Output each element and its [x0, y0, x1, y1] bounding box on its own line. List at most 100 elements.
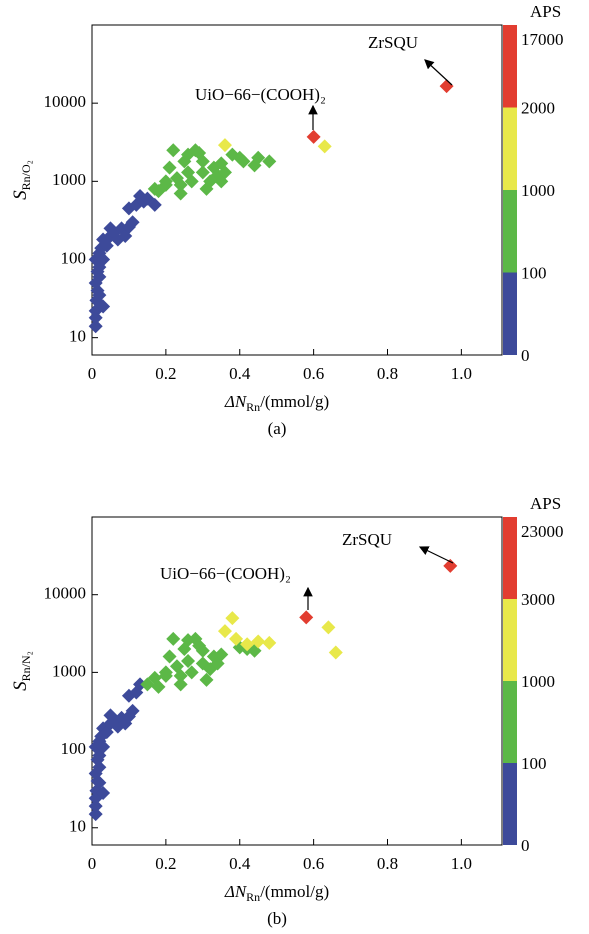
- data-point: [195, 154, 210, 169]
- data-point: [162, 160, 177, 175]
- data-point: [125, 703, 140, 718]
- plot-frame: [91, 24, 503, 356]
- data-point: [151, 679, 166, 694]
- colorbar-segment: [503, 599, 517, 681]
- data-point: [166, 143, 181, 158]
- data-point: [96, 299, 111, 314]
- data-point: [125, 215, 140, 230]
- x-tick-label: 0.6: [303, 854, 324, 873]
- data-point: [181, 654, 196, 669]
- data-point: [96, 252, 111, 267]
- data-point: [92, 288, 107, 303]
- colorbar-label: 0: [521, 836, 530, 855]
- colorbar-label: 2000: [521, 98, 555, 117]
- data-point: [88, 319, 103, 334]
- x-tick-label: 0: [88, 364, 97, 383]
- data-point: [262, 635, 277, 650]
- x-tick-label: 0.2: [155, 364, 176, 383]
- colorbar-segment: [503, 681, 517, 763]
- data-point: [262, 154, 277, 169]
- data-point: [214, 647, 229, 662]
- colorbar-segment: [503, 517, 517, 599]
- data-point: [225, 611, 240, 626]
- data-point: [306, 129, 321, 144]
- x-tick-label: 1.0: [451, 854, 472, 873]
- y-tick-label: 1000: [52, 661, 86, 680]
- annotation-arrow: [418, 546, 454, 564]
- data-point: [147, 197, 162, 212]
- y-tick-label: 100: [61, 248, 87, 267]
- colorbar-label: 1000: [521, 181, 555, 200]
- data-point: [240, 637, 255, 652]
- x-axis-label: ΔNRn/(mmol/g): [224, 392, 329, 414]
- caption: (b): [267, 909, 287, 928]
- data-point: [439, 79, 454, 94]
- x-label-main: ΔN: [224, 882, 248, 901]
- annotation: ZrSQU: [368, 33, 418, 52]
- data-point: [321, 620, 336, 635]
- y-label-main: S: [10, 190, 31, 200]
- colorbar-segment: [503, 763, 517, 845]
- colorbar-segment: [503, 107, 517, 190]
- data-point: [96, 739, 111, 754]
- x-tick-label: 0.6: [303, 364, 324, 383]
- data-point: [88, 799, 103, 814]
- x-tick-label: 0.2: [155, 854, 176, 873]
- data-point: [251, 150, 266, 165]
- y-tick-label: 10: [69, 817, 86, 836]
- data-point: [173, 177, 188, 192]
- x-axis-label: ΔNRn/(mmol/g): [224, 882, 329, 904]
- colorbar-label: 23000: [521, 522, 564, 541]
- data-point: [133, 677, 148, 692]
- x-tick-label: 0.8: [377, 364, 398, 383]
- colorbar-segment: [503, 190, 517, 273]
- colorbar-title: APS: [530, 494, 561, 513]
- data-point: [88, 807, 103, 822]
- x-tick-label: 0.8: [377, 854, 398, 873]
- data-point: [92, 775, 107, 790]
- y-axis-label: SRn/O₂: [10, 160, 32, 200]
- colorbar-title: APS: [530, 2, 561, 21]
- y-tick-label: 1000: [52, 170, 86, 189]
- data-point: [166, 631, 181, 646]
- colorbar-label: 0: [521, 346, 530, 365]
- colorbar-segment: [503, 25, 517, 108]
- data-point: [217, 138, 232, 153]
- data-point: [251, 634, 266, 649]
- data-point: [328, 645, 343, 660]
- y-label-sub: Rn/O₂: [19, 160, 33, 190]
- y-tick-label: 10000: [44, 92, 87, 111]
- caption: (a): [268, 419, 287, 438]
- x-label-sub: Rn: [246, 400, 260, 414]
- colorbar-label: 17000: [521, 30, 564, 49]
- colorbar-label: 100: [521, 754, 547, 773]
- data-point: [162, 649, 177, 664]
- data-point: [229, 631, 244, 646]
- x-tick-label: 0.4: [229, 364, 251, 383]
- x-label-main: ΔN: [224, 392, 248, 411]
- data-point: [184, 665, 199, 680]
- data-point: [195, 643, 210, 658]
- colorbar-segment: [503, 272, 517, 355]
- x-label-sub: Rn: [246, 890, 260, 904]
- data-point: [299, 610, 314, 625]
- annotation: ZrSQU: [342, 530, 392, 549]
- data-point: [443, 558, 458, 573]
- data-point: [217, 165, 232, 180]
- x-tick-label: 0: [88, 854, 97, 873]
- x-tick-label: 0.4: [229, 854, 251, 873]
- x-label-rest: /(mmol/g): [260, 882, 329, 901]
- data-point: [158, 174, 173, 189]
- y-axis-label: SRn/N₂: [10, 651, 32, 691]
- data-point: [173, 677, 188, 692]
- data-point: [173, 668, 188, 683]
- data-point: [317, 139, 332, 154]
- y-label-main: S: [10, 681, 31, 691]
- plot-frame: [91, 516, 503, 846]
- data-point: [236, 154, 251, 169]
- y-tick-label: 10000: [44, 584, 87, 603]
- colorbar-label: 1000: [521, 672, 555, 691]
- data-point: [173, 186, 188, 201]
- annotation: UiO−66−(COOH)₂: [160, 564, 291, 583]
